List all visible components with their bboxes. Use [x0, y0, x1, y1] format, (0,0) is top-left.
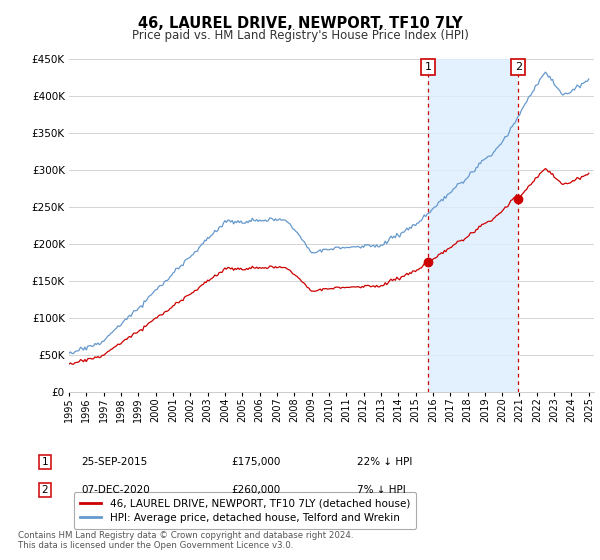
Legend: 46, LAUREL DRIVE, NEWPORT, TF10 7LY (detached house), HPI: Average price, detach: 46, LAUREL DRIVE, NEWPORT, TF10 7LY (det… [74, 492, 416, 529]
Text: 07-DEC-2020: 07-DEC-2020 [81, 485, 150, 495]
Text: 1: 1 [425, 62, 431, 72]
Text: 25-SEP-2015: 25-SEP-2015 [81, 457, 147, 467]
Text: 7% ↓ HPI: 7% ↓ HPI [357, 485, 406, 495]
Text: 2: 2 [515, 62, 522, 72]
Text: £175,000: £175,000 [231, 457, 280, 467]
Text: Contains HM Land Registry data © Crown copyright and database right 2024.
This d: Contains HM Land Registry data © Crown c… [18, 530, 353, 550]
Text: 1: 1 [41, 457, 49, 467]
Text: Price paid vs. HM Land Registry's House Price Index (HPI): Price paid vs. HM Land Registry's House … [131, 29, 469, 42]
Text: £260,000: £260,000 [231, 485, 280, 495]
Text: 46, LAUREL DRIVE, NEWPORT, TF10 7LY: 46, LAUREL DRIVE, NEWPORT, TF10 7LY [137, 16, 463, 31]
Text: 22% ↓ HPI: 22% ↓ HPI [357, 457, 412, 467]
Bar [428, 59, 518, 392]
Text: 2: 2 [41, 485, 49, 495]
